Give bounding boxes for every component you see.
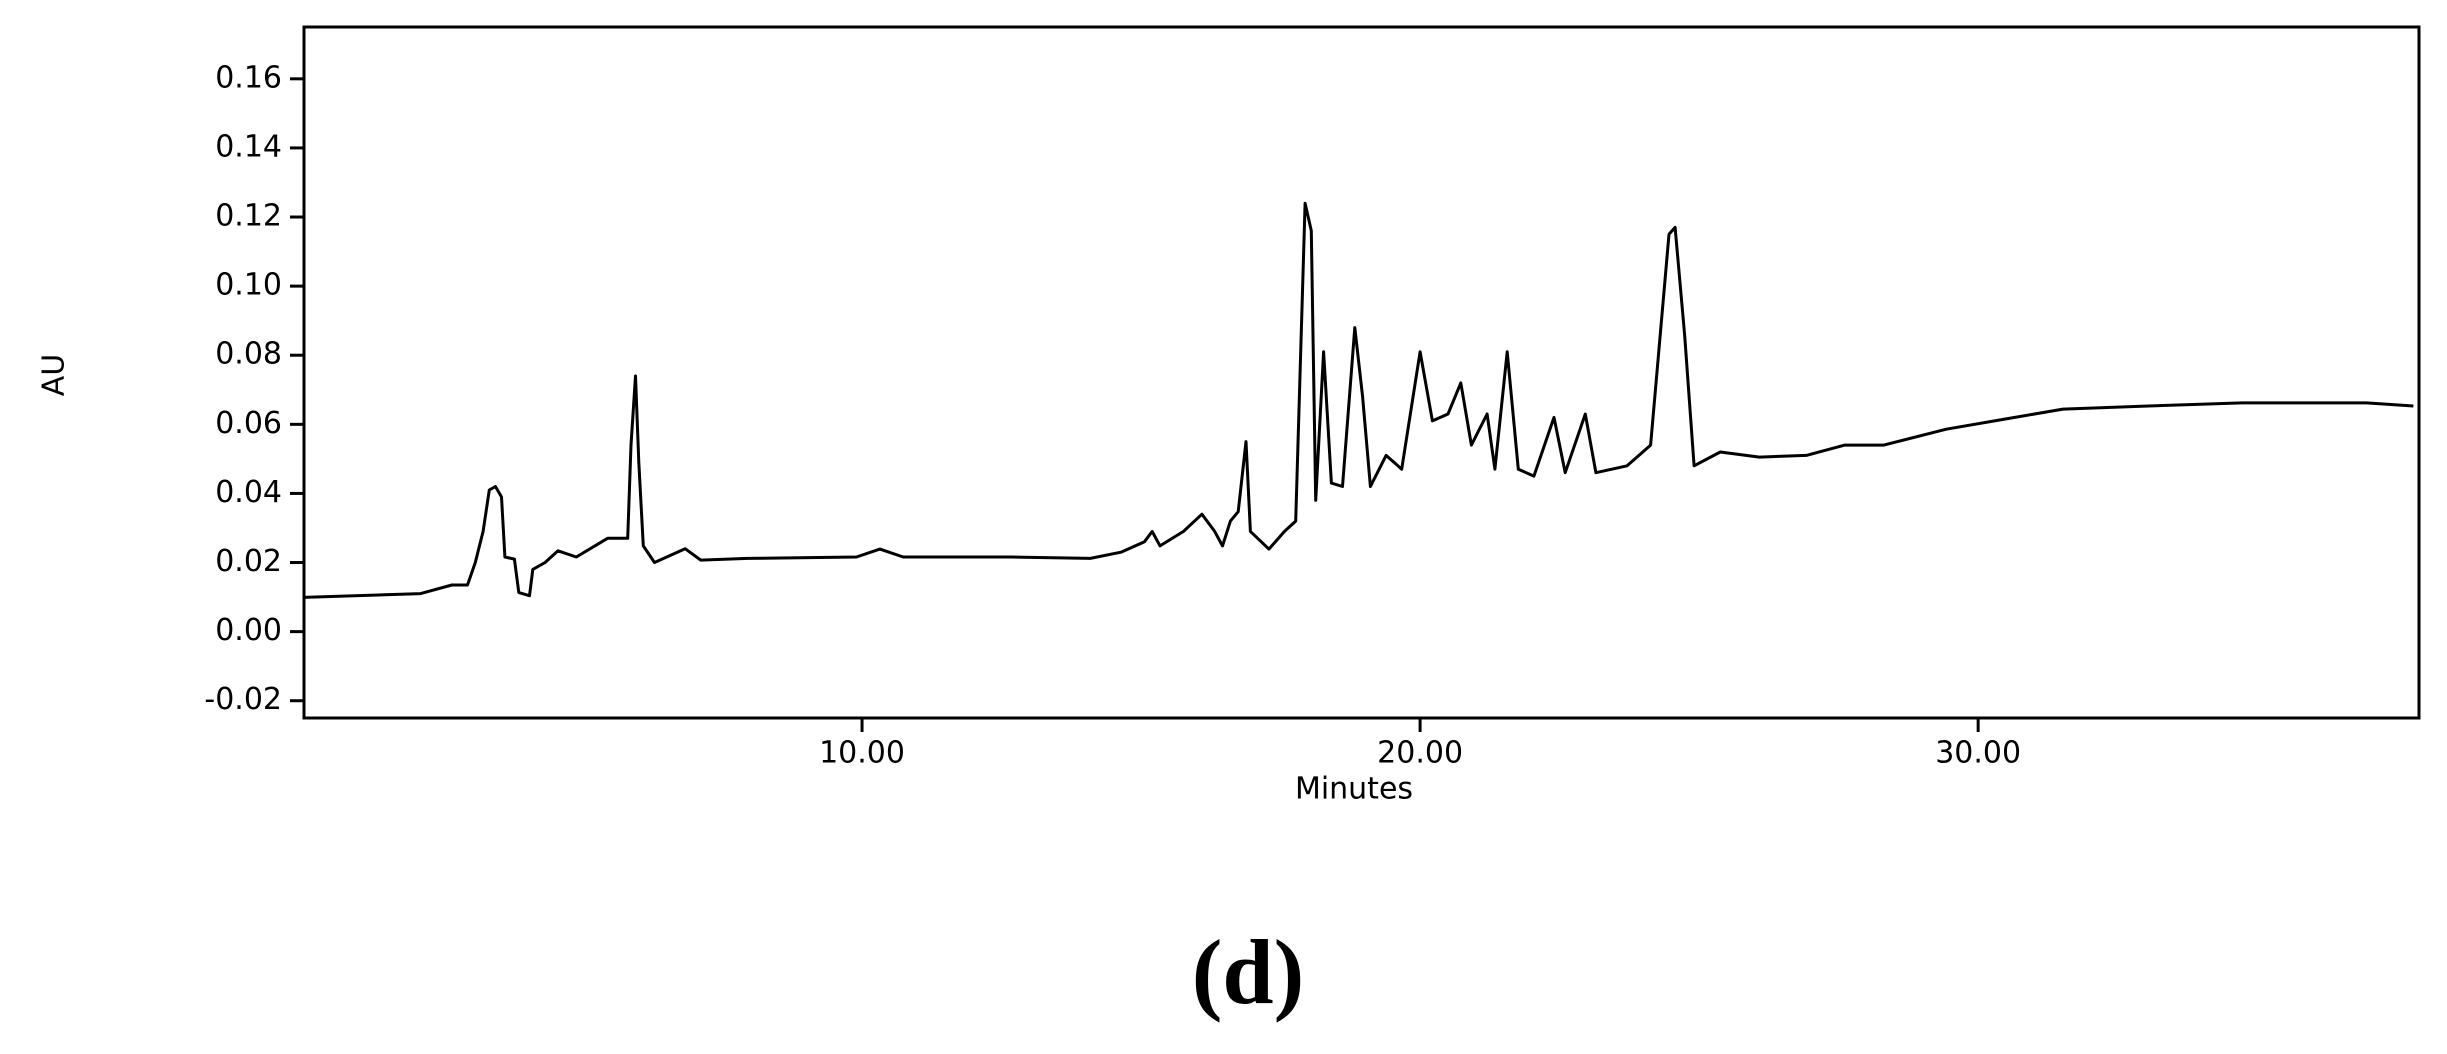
caption: (d) xyxy=(1192,921,1304,1023)
y-tick-label: 0.00 xyxy=(215,613,282,648)
y-tick-label: 0.08 xyxy=(215,337,282,372)
y-axis-label: AU xyxy=(37,354,72,396)
y-tick-label: 0.06 xyxy=(215,406,282,441)
x-tick-label: 10.00 xyxy=(819,736,905,771)
plot-frame xyxy=(302,25,2421,720)
trace xyxy=(303,201,2414,599)
x-tick-label: 20.00 xyxy=(1377,736,1463,771)
y-tick-label: 0.04 xyxy=(215,475,282,510)
y-tick-label: -0.02 xyxy=(204,682,282,717)
y-tick-label: 0.12 xyxy=(215,199,282,234)
x-axis-label: Minutes xyxy=(1295,772,1413,807)
y-tick-label: 0.10 xyxy=(215,268,282,303)
x-tick-label: 30.00 xyxy=(1935,736,2021,771)
y-tick-label: 0.16 xyxy=(215,60,282,95)
y-tick-label: 0.02 xyxy=(215,544,282,579)
y-tick-label: 0.14 xyxy=(215,129,282,164)
